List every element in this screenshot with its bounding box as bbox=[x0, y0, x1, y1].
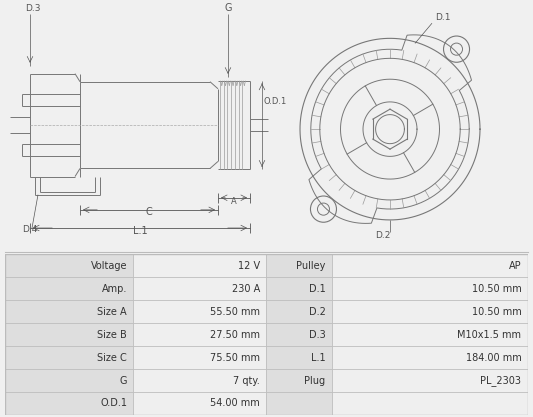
Text: PL_2303: PL_2303 bbox=[480, 375, 521, 386]
Text: Size B: Size B bbox=[98, 330, 127, 339]
FancyBboxPatch shape bbox=[133, 254, 266, 277]
Text: Size C: Size C bbox=[98, 353, 127, 362]
Text: Amp.: Amp. bbox=[102, 284, 127, 294]
Text: 27.50 mm: 27.50 mm bbox=[210, 330, 260, 339]
Text: D.1: D.1 bbox=[435, 13, 450, 22]
Text: AP: AP bbox=[509, 261, 521, 271]
FancyBboxPatch shape bbox=[332, 323, 528, 346]
Text: 75.50 mm: 75.50 mm bbox=[210, 353, 260, 362]
Text: Plug: Plug bbox=[304, 376, 326, 385]
FancyBboxPatch shape bbox=[266, 254, 332, 277]
FancyBboxPatch shape bbox=[5, 392, 133, 415]
Text: D.4: D.4 bbox=[22, 225, 37, 234]
FancyBboxPatch shape bbox=[332, 392, 528, 415]
FancyBboxPatch shape bbox=[266, 346, 332, 369]
FancyBboxPatch shape bbox=[266, 369, 332, 392]
FancyBboxPatch shape bbox=[332, 300, 528, 323]
Text: L.1: L.1 bbox=[311, 353, 326, 362]
Text: D.3: D.3 bbox=[25, 4, 41, 13]
FancyBboxPatch shape bbox=[5, 254, 133, 277]
FancyBboxPatch shape bbox=[5, 300, 133, 323]
Text: 184.00 mm: 184.00 mm bbox=[466, 353, 521, 362]
Text: D.1: D.1 bbox=[309, 284, 326, 294]
Text: 230 A: 230 A bbox=[232, 284, 260, 294]
Text: 55.50 mm: 55.50 mm bbox=[210, 307, 260, 317]
FancyBboxPatch shape bbox=[133, 346, 266, 369]
Text: Voltage: Voltage bbox=[91, 261, 127, 271]
Text: Pulley: Pulley bbox=[296, 261, 326, 271]
FancyBboxPatch shape bbox=[266, 323, 332, 346]
FancyBboxPatch shape bbox=[133, 277, 266, 300]
Text: Size A: Size A bbox=[98, 307, 127, 317]
Text: A: A bbox=[231, 197, 237, 206]
Text: 7 qty.: 7 qty. bbox=[233, 376, 260, 385]
Text: D.2: D.2 bbox=[309, 307, 326, 317]
FancyBboxPatch shape bbox=[332, 346, 528, 369]
FancyBboxPatch shape bbox=[5, 277, 133, 300]
Text: O.D.1: O.D.1 bbox=[100, 399, 127, 408]
FancyBboxPatch shape bbox=[266, 277, 332, 300]
FancyBboxPatch shape bbox=[5, 369, 133, 392]
Text: 10.50 mm: 10.50 mm bbox=[472, 307, 521, 317]
Text: 54.00 mm: 54.00 mm bbox=[211, 399, 260, 408]
Text: D.3: D.3 bbox=[309, 330, 326, 339]
FancyBboxPatch shape bbox=[332, 254, 528, 277]
FancyBboxPatch shape bbox=[133, 323, 266, 346]
Text: G: G bbox=[224, 3, 232, 13]
FancyBboxPatch shape bbox=[332, 369, 528, 392]
Text: D.2: D.2 bbox=[375, 231, 390, 240]
FancyBboxPatch shape bbox=[5, 323, 133, 346]
FancyBboxPatch shape bbox=[266, 300, 332, 323]
FancyBboxPatch shape bbox=[133, 392, 266, 415]
Text: 10.50 mm: 10.50 mm bbox=[472, 284, 521, 294]
FancyBboxPatch shape bbox=[133, 300, 266, 323]
FancyBboxPatch shape bbox=[133, 369, 266, 392]
Text: O.D.1: O.D.1 bbox=[263, 97, 286, 106]
Text: M10x1.5 mm: M10x1.5 mm bbox=[457, 330, 521, 339]
Text: G: G bbox=[119, 376, 127, 385]
FancyBboxPatch shape bbox=[332, 277, 528, 300]
Text: L.1: L.1 bbox=[133, 226, 147, 236]
Text: C: C bbox=[146, 207, 152, 217]
FancyBboxPatch shape bbox=[5, 346, 133, 369]
FancyBboxPatch shape bbox=[266, 392, 332, 415]
Text: 12 V: 12 V bbox=[238, 261, 260, 271]
